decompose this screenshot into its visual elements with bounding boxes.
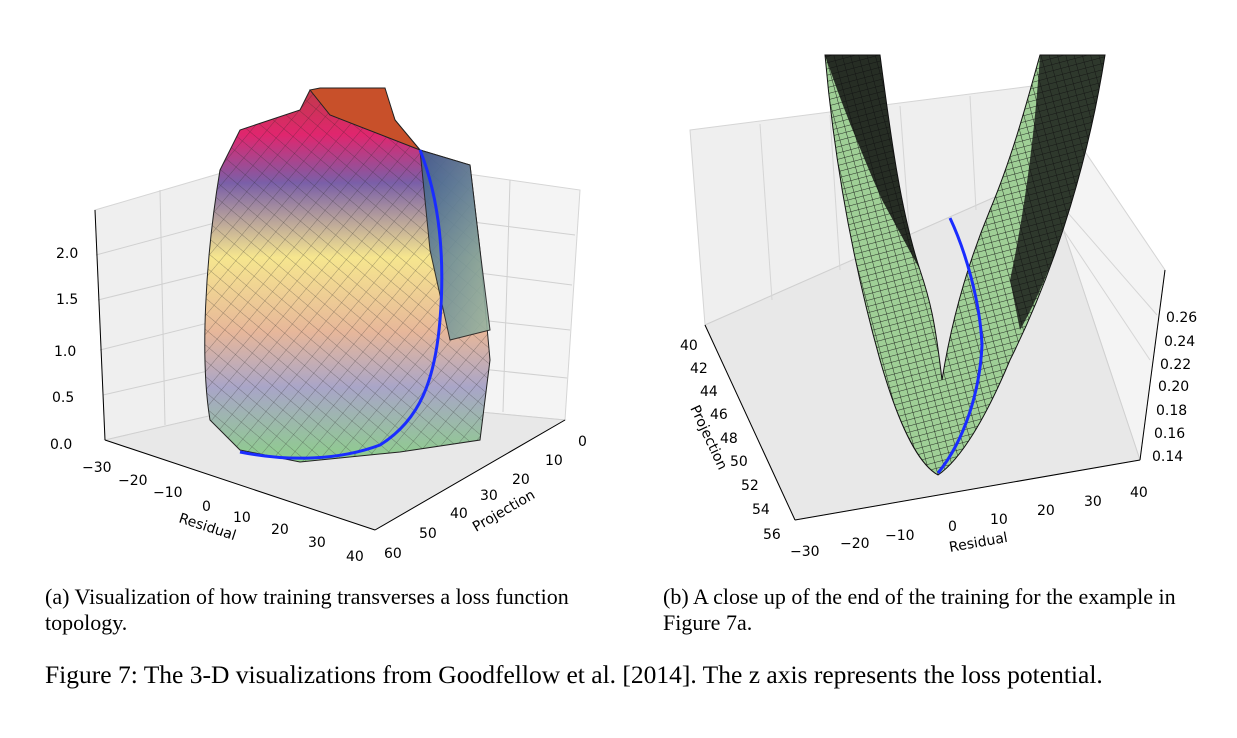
- figure-7a: 0.0 0.5 1.0 1.5 2.0 −30 −20 −10 0 10 20 …: [0, 0, 620, 580]
- projection-tick: 40: [450, 506, 468, 522]
- projection-tick: 44: [700, 384, 718, 400]
- z-tick: 0.24: [1164, 334, 1195, 350]
- residual-tick: −30: [82, 460, 112, 476]
- training-trajectory: [936, 217, 984, 474]
- subfigure-caption-a: (a) Visualization of how training transv…: [45, 584, 569, 635]
- residual-tick: 10: [990, 512, 1008, 528]
- projection-tick: 54: [752, 502, 770, 518]
- projection-tick: 30: [480, 488, 498, 504]
- projection-tick: 50: [730, 454, 748, 470]
- projection-tick: 48: [720, 431, 738, 447]
- projection-tick: 40: [680, 338, 698, 354]
- projection-tick: 10: [545, 453, 563, 469]
- loss-surface-left-wall: [825, 55, 920, 270]
- z-axis-ticks-a: 0.0 0.5 1.0 1.5 2.0: [50, 246, 78, 453]
- projection-tick: 52: [741, 478, 759, 494]
- loss-surface-mesh: [204, 90, 490, 462]
- residual-ticks-b: −30 −20 −10 0 10 20 30 40: [790, 485, 1148, 560]
- residual-tick: 0: [202, 499, 211, 515]
- projection-tick: 20: [512, 472, 530, 488]
- training-trajectory: [239, 149, 444, 460]
- residual-tick: 20: [1037, 503, 1055, 519]
- projection-tick: 50: [419, 526, 437, 542]
- z-tick: 0.16: [1154, 426, 1185, 442]
- residual-tick: −30: [790, 544, 820, 560]
- projection-tick: 46: [710, 407, 728, 423]
- residual-tick: −10: [885, 528, 915, 544]
- axes-b: [704, 269, 1166, 521]
- subfigure-caption-b: (b) A close up of the end of the trainin…: [663, 584, 1176, 635]
- z-tick: 1.0: [54, 344, 76, 360]
- residual-tick: −20: [840, 536, 870, 552]
- residual-tick: 40: [1130, 485, 1148, 501]
- residual-tick: 10: [233, 510, 251, 526]
- loss-surface-fold: [419, 149, 491, 341]
- projection-tick: 42: [690, 361, 708, 377]
- residual-tick: −20: [118, 473, 148, 489]
- projection-tick: 56: [763, 527, 781, 543]
- z-tick: 0.0: [50, 437, 72, 453]
- residual-tick: 20: [271, 522, 289, 538]
- loss-surface-top: [309, 87, 421, 151]
- residual-tick: 0: [948, 519, 957, 535]
- plot-3d-surface-a: 0.0 0.5 1.0 1.5 2.0 −30 −20 −10 0 10 20 …: [50, 87, 587, 565]
- projection-tick: 60: [384, 546, 402, 562]
- z-tick: 0.22: [1160, 357, 1191, 373]
- residual-ticks-a: −30 −20 −10 0 10 20 30 40: [82, 460, 364, 565]
- plot-3d-surface-b: 0.14 0.16 0.18 0.20 0.22 0.24 0.26 40 42…: [680, 54, 1197, 560]
- projection-ticks-b: 40 42 44 46 48 50 52 54 56: [680, 338, 781, 543]
- residual-axis-label-a: Residual: [177, 511, 238, 544]
- residual-tick: 30: [308, 535, 326, 551]
- residual-axis-label-b: Residual: [948, 530, 1009, 556]
- figure-caption: Figure 7: The 3-D visualizations from Go…: [45, 660, 1103, 689]
- projection-tick: 0: [578, 434, 587, 450]
- figure-7b: 0.14 0.16 0.18 0.20 0.22 0.24 0.26 40 42…: [620, 0, 1237, 580]
- z-axis-ticks-b: 0.14 0.16 0.18 0.20 0.22 0.24 0.26: [1152, 310, 1197, 465]
- residual-tick: 30: [1084, 494, 1102, 510]
- axes-a: [94, 209, 566, 531]
- z-tick: 0.20: [1158, 379, 1189, 395]
- z-tick: 1.5: [56, 292, 78, 308]
- z-tick: 0.26: [1166, 310, 1197, 326]
- residual-tick: −10: [153, 485, 183, 501]
- z-tick: 0.5: [52, 390, 74, 406]
- loss-surface-right-wall: [1010, 55, 1105, 330]
- residual-tick: 40: [346, 549, 364, 565]
- z-tick: 0.14: [1152, 449, 1183, 465]
- projection-ticks-a: 0 10 20 30 40 50 60: [384, 434, 587, 562]
- z-tick: 0.18: [1156, 403, 1187, 419]
- z-tick: 2.0: [56, 246, 78, 262]
